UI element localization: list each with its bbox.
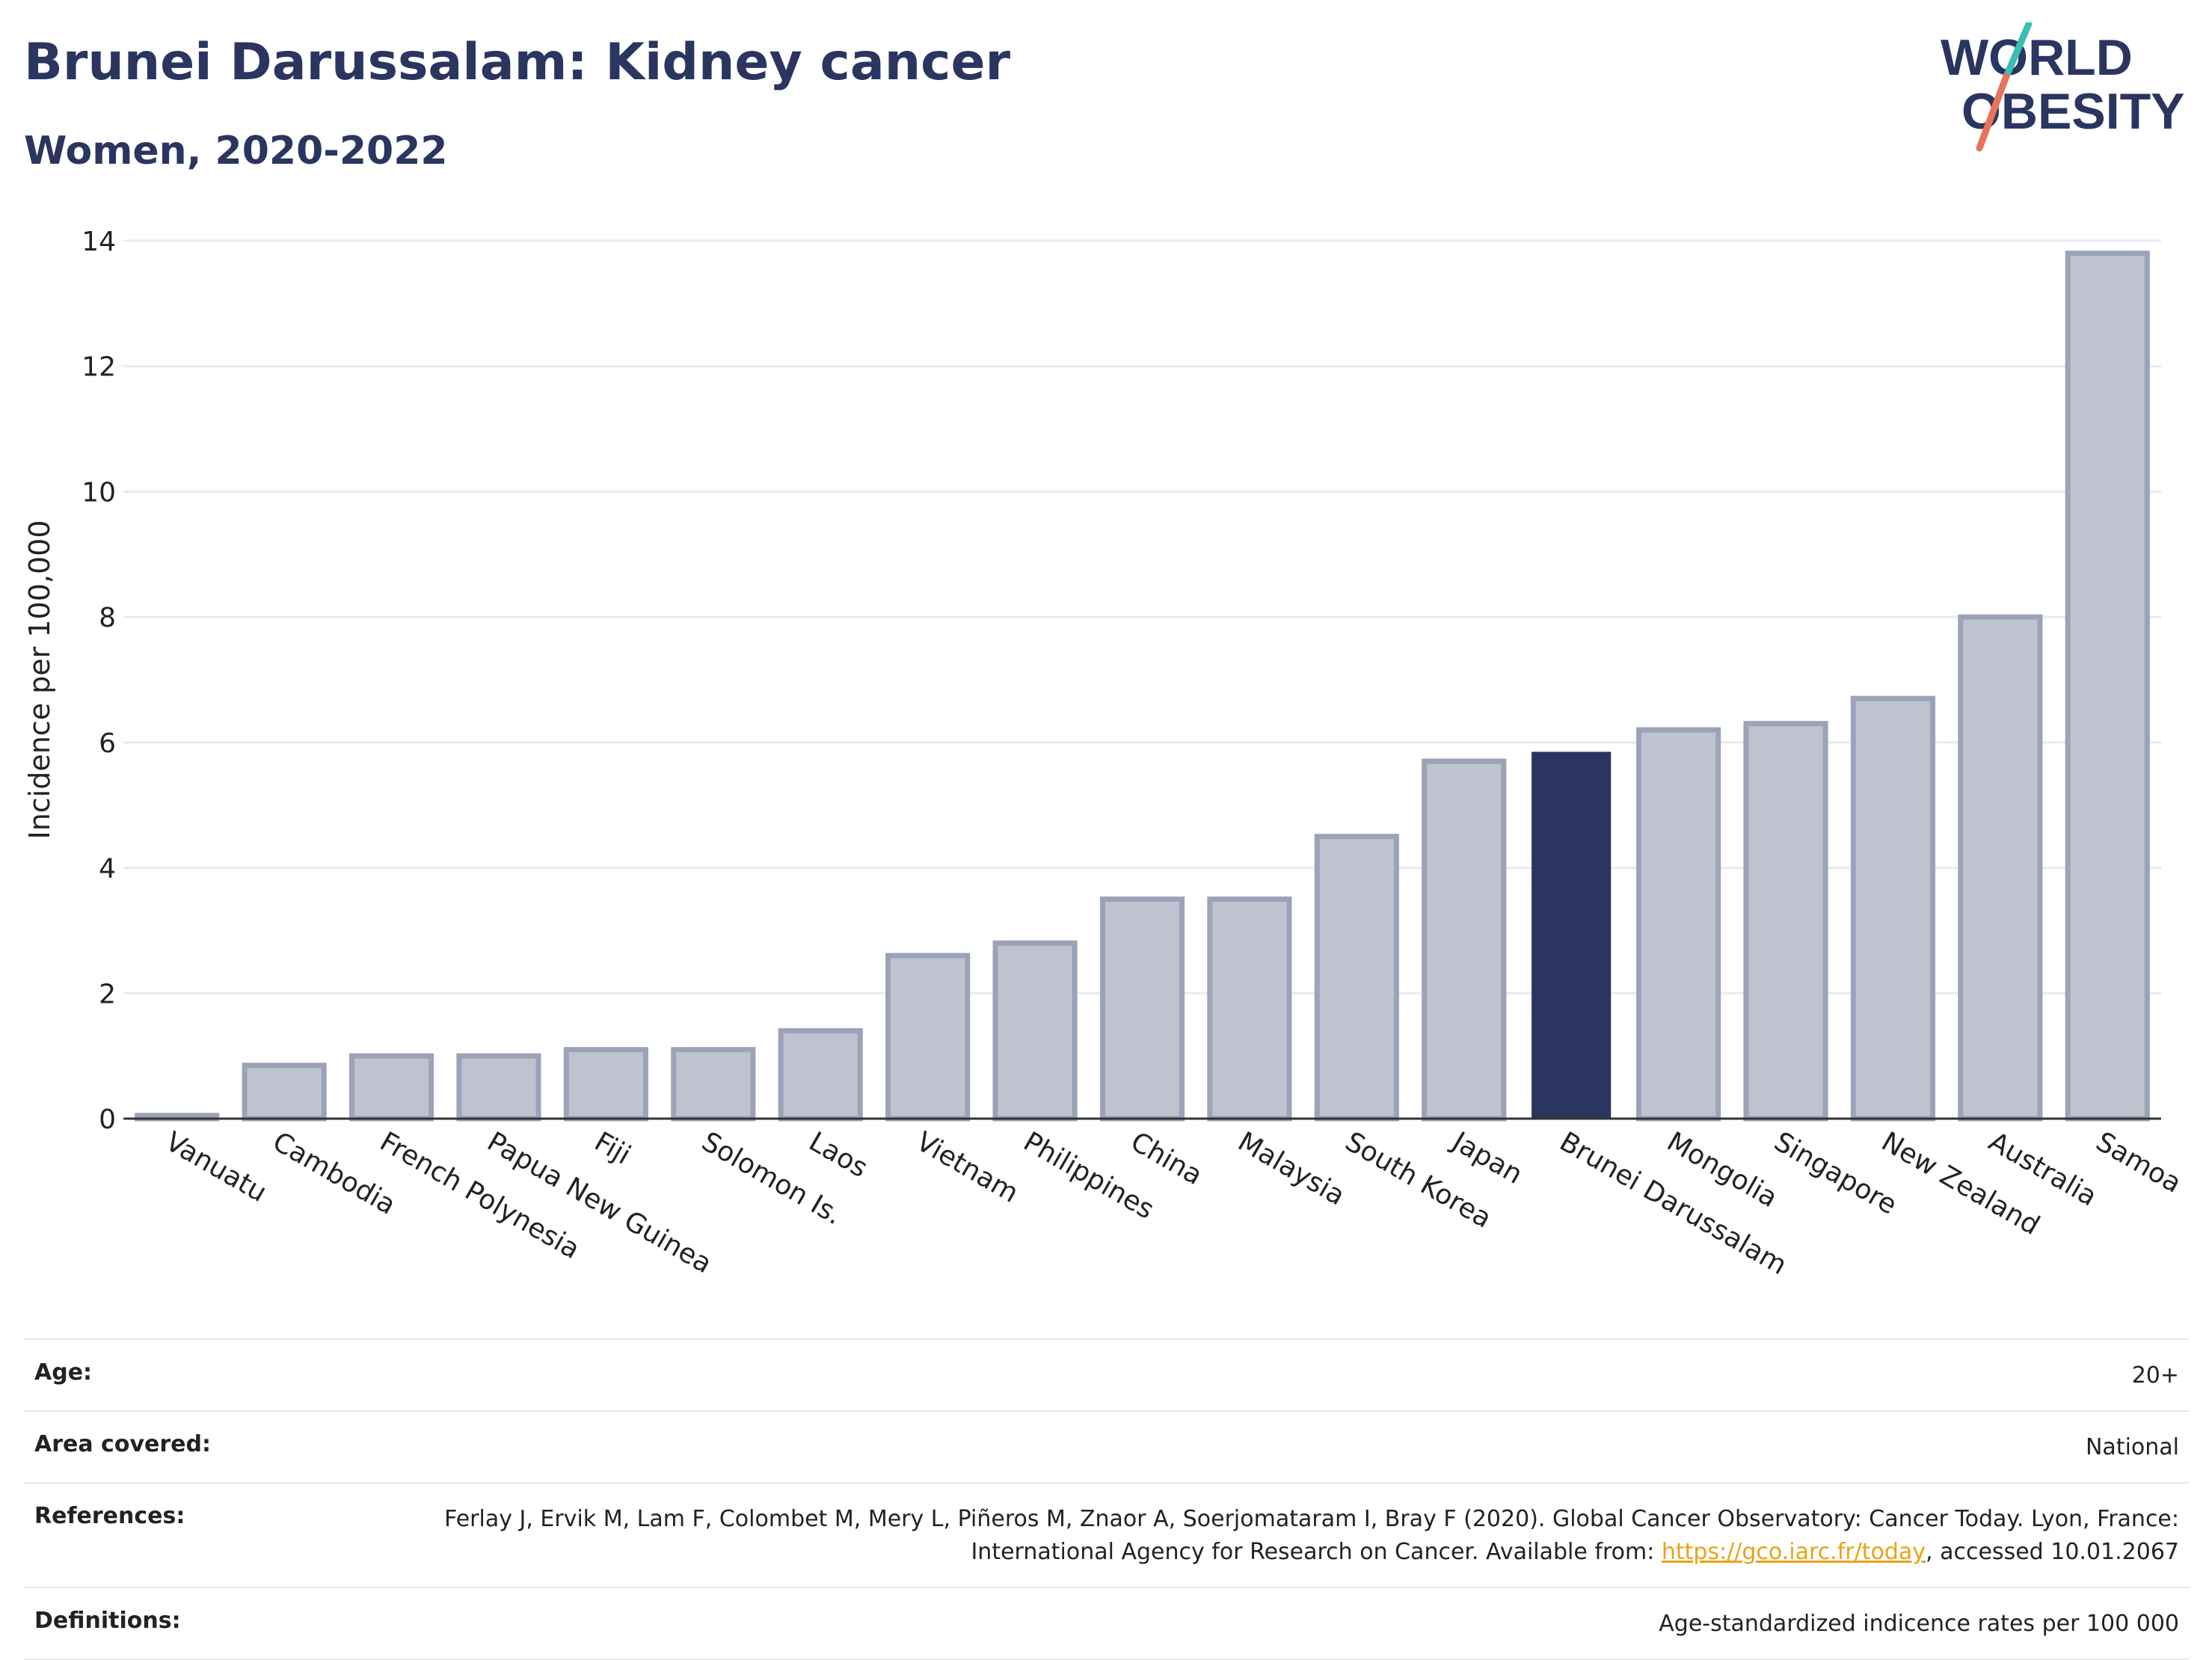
area-label: Area covered:: [34, 1431, 211, 1457]
bar-papua-new-guinea: [456, 1053, 541, 1122]
y-tick-label: 0: [99, 1104, 116, 1135]
page-title: Brunei Darussalam: Kidney cancer: [24, 33, 1011, 92]
info-row-references: References: Ferlay J, Ervik M, Lam F, Co…: [24, 1482, 2190, 1587]
x-tick-label: Vanuatu: [160, 1126, 271, 1208]
y-tick-label: 12: [82, 352, 116, 383]
bar-samoa: [2065, 250, 2150, 1122]
y-tick-label: 2: [99, 979, 116, 1009]
y-tick-label: 4: [99, 854, 116, 885]
y-tick-label: 6: [99, 728, 116, 759]
x-tick-label: Laos: [804, 1126, 873, 1184]
bar-fiji: [563, 1047, 648, 1122]
y-axis-label: Incidence per 100,000: [23, 520, 56, 839]
bar-french-polynesia: [348, 1053, 434, 1122]
x-tick-label: Singapore: [1769, 1126, 1902, 1220]
bars: [135, 250, 2150, 1122]
age-label: Age:: [34, 1359, 93, 1386]
bar-china: [1099, 897, 1185, 1122]
y-tick-label: 14: [82, 227, 116, 257]
info-table: Age: 20+ Area covered: National Referenc…: [24, 1338, 2190, 1660]
bar-singapore: [1743, 721, 1828, 1122]
y-tick-label: 8: [99, 603, 116, 633]
x-tick-label: Cambodia: [268, 1126, 401, 1221]
references-link[interactable]: https://gco.iarc.fr/today: [1661, 1539, 1926, 1565]
x-tick-label: Fiji: [589, 1126, 636, 1171]
definitions-label: Definitions:: [34, 1608, 181, 1634]
definitions-value: Age-standardized indicence rates per 100…: [1659, 1611, 2179, 1637]
bar-new-zealand: [1850, 695, 1936, 1122]
x-tick-label: China: [1125, 1126, 1208, 1191]
x-tick-label: Samoa: [2091, 1126, 2187, 1199]
bar-cambodia: [242, 1063, 327, 1122]
bar-mongolia: [1636, 727, 1721, 1122]
references-value: Ferlay J, Ervik M, Lam F, Colombet M, Me…: [304, 1503, 2179, 1569]
info-row-age: Age: 20+: [24, 1338, 2190, 1410]
info-row-area: Area covered: National: [24, 1410, 2190, 1482]
x-tick-label: French Polynesia: [375, 1126, 585, 1265]
y-tick-labels: 0 2 4 6 8 10 12 14: [82, 227, 116, 1135]
svg-text:WORLD: WORLD: [1941, 29, 2133, 86]
bar-vietnam: [885, 953, 971, 1122]
page-subtitle: Women, 2020-2022: [24, 129, 448, 173]
x-tick-label: Vietnam: [911, 1126, 1023, 1209]
area-value: National: [2085, 1434, 2179, 1460]
references-label: References:: [34, 1503, 185, 1529]
y-tick-label: 10: [82, 477, 116, 508]
bar-solomon-is: [671, 1047, 756, 1122]
info-row-definitions: Definitions: Age-standardized indicence …: [24, 1587, 2190, 1660]
x-tick-label: Japan: [1446, 1125, 1528, 1190]
world-obesity-logo: WORLD OBESITY: [1941, 22, 2185, 152]
x-tick-label: Malaysia: [1232, 1126, 1350, 1211]
bar-philippines: [992, 940, 1078, 1122]
bar-japan: [1422, 758, 1507, 1122]
bar-south-korea: [1314, 834, 1399, 1122]
bar-australia: [1958, 614, 2043, 1122]
age-value: 20+: [2131, 1362, 2179, 1389]
references-accessed: , accessed 10.01.2067: [1926, 1539, 2179, 1565]
bar-brunei-darussalam: [1531, 751, 1612, 1119]
bar-malaysia: [1207, 897, 1292, 1122]
references-text: Ferlay J, Ervik M, Lam F, Colombet M, Me…: [444, 1506, 2179, 1565]
bar-laos: [778, 1028, 863, 1122]
